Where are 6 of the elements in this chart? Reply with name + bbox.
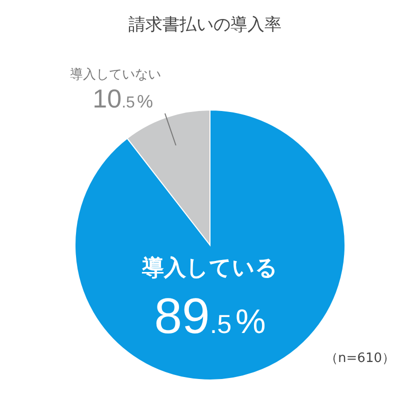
slice-label: 導入している (141, 255, 278, 281)
slice-label: 導入していない (70, 67, 161, 82)
chart-title: 請求書払いの導入率 (128, 15, 282, 35)
data-label: 89.5% (154, 288, 266, 344)
data-label: 10.5% (92, 83, 153, 114)
text: （n=610） (325, 351, 395, 366)
